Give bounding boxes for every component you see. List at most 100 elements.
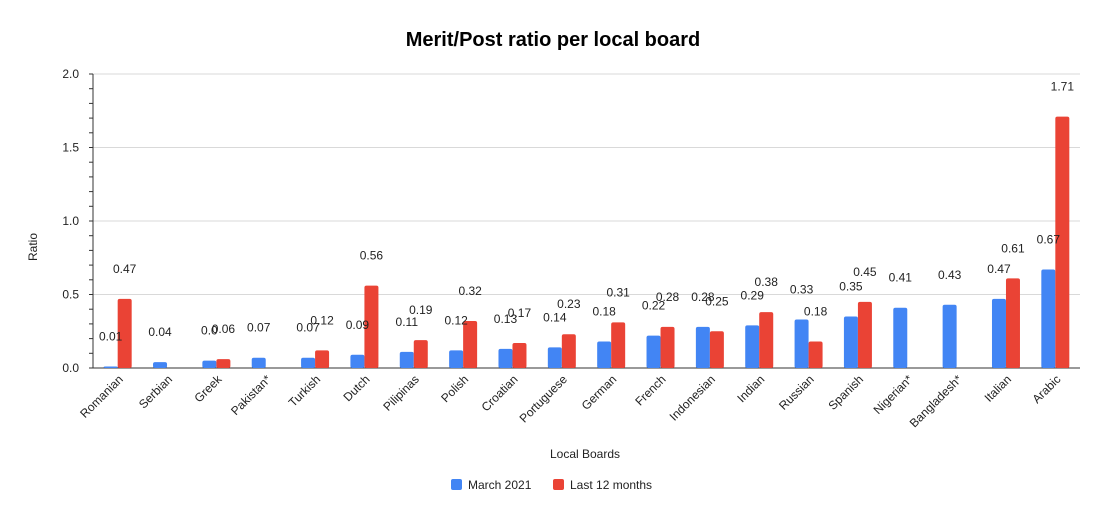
category-label: Pakistan*	[228, 372, 274, 418]
data-label: 0.12	[310, 313, 334, 327]
category-label: Croatian	[479, 372, 521, 414]
bar-last-12-months	[561, 334, 576, 368]
data-label: 0.19	[409, 303, 433, 317]
gridlines	[93, 73, 1080, 369]
bar-march-2021	[251, 357, 266, 368]
bar-march-2021	[745, 325, 760, 368]
category-label: Romanian	[77, 372, 126, 421]
bar-last-12-months	[216, 359, 231, 368]
legend-entry: Last 12 months	[570, 478, 652, 492]
data-label: 0.07	[247, 321, 271, 335]
bar-last-12-months	[117, 298, 132, 368]
data-labels: 0.010.470.04 0.00.06 0.07 0.070.12 0.090.560…	[99, 80, 1074, 344]
bar-last-12-months	[660, 326, 675, 368]
bar-march-2021	[350, 354, 365, 368]
bar-last-12-months	[1055, 116, 1070, 368]
data-label: 0.56	[360, 249, 384, 263]
data-label: 0.67	[1037, 233, 1061, 247]
bar-last-12-months	[709, 331, 724, 368]
data-label: 0.38	[755, 275, 779, 289]
bar-march-2021	[399, 351, 414, 368]
bars	[103, 116, 1070, 368]
category-label: Nigerian*	[871, 372, 916, 417]
data-label: 0.35	[839, 280, 863, 294]
bar-march-2021	[843, 316, 858, 368]
bar-march-2021	[103, 366, 118, 368]
bar-march-2021	[202, 360, 217, 368]
bar-last-12-months	[315, 350, 330, 368]
data-label: 0.25	[705, 294, 729, 308]
bar-march-2021	[498, 348, 513, 368]
data-label: 0.12	[444, 313, 468, 327]
bar-march-2021	[449, 350, 464, 368]
y-tick-label: 1.5	[62, 141, 79, 155]
category-label: Dutch	[340, 372, 372, 404]
legend-swatch	[451, 479, 462, 490]
category-label: Spanish	[825, 372, 866, 413]
bar-last-12-months	[512, 343, 527, 368]
x-axis-label: Local Boards	[550, 447, 620, 461]
category-label: Arabic	[1029, 372, 1063, 406]
bar-march-2021	[942, 304, 957, 368]
data-label: 0.47	[987, 262, 1011, 276]
data-label: 0.06	[212, 322, 236, 336]
bar-last-12-months	[463, 320, 478, 368]
bar-march-2021	[794, 319, 809, 368]
data-label: 0.22	[642, 299, 666, 313]
data-label: 0.23	[557, 297, 581, 311]
data-label: 0.09	[346, 318, 370, 332]
data-label: 1.71	[1051, 80, 1075, 94]
data-label: 0.04	[148, 325, 172, 339]
category-label: Polish	[438, 372, 471, 405]
bar-march-2021	[153, 362, 168, 368]
data-label: 0.29	[741, 288, 765, 302]
data-label: 0.43	[938, 268, 962, 282]
data-label: 0.13	[494, 312, 518, 326]
bar-march-2021	[695, 326, 710, 368]
bar-march-2021	[597, 341, 612, 368]
bar-last-12-months	[364, 285, 379, 368]
category-label: Pilipinas	[380, 372, 422, 414]
data-label: 0.17	[508, 306, 532, 320]
category-label: Greek	[191, 372, 225, 406]
data-label: 0.07	[296, 321, 320, 335]
bar-last-12-months	[857, 301, 872, 368]
category-label: Italian	[982, 372, 1015, 405]
data-label: 0.18	[592, 305, 616, 319]
bar-march-2021	[893, 307, 908, 368]
data-label: 0.45	[853, 265, 877, 279]
bar-last-12-months	[413, 340, 428, 368]
legend-swatch	[553, 479, 564, 490]
data-label: 0.14	[543, 310, 567, 324]
bar-march-2021	[547, 347, 562, 368]
data-label: 0.0	[201, 324, 218, 338]
data-label: 0.47	[113, 262, 137, 276]
bar-march-2021	[646, 335, 661, 368]
bar-last-12-months	[1005, 278, 1020, 368]
y-axis-ticks: 0.0 0.5 1.0 1.5 2.0	[62, 67, 94, 375]
legend: March 2021 Last 12 months	[451, 478, 652, 492]
category-labels: Romanian Serbian Greek Pakistan* Turkish Dutc…	[77, 372, 1063, 431]
bar-march-2021	[1041, 269, 1056, 368]
category-label: Indonesian	[667, 372, 718, 423]
data-label: 0.41	[889, 271, 913, 285]
bar-march-2021	[991, 298, 1006, 368]
category-label: Bangladesh*	[907, 372, 965, 430]
category-label: French	[632, 372, 668, 408]
y-tick-label: 1.0	[62, 214, 79, 228]
legend-entry: March 2021	[468, 478, 532, 492]
data-label: 0.33	[790, 282, 814, 296]
bar-march-2021	[301, 357, 316, 368]
data-label: 0.61	[1001, 241, 1025, 255]
data-label: 0.18	[804, 305, 828, 319]
data-label: 0.32	[458, 284, 482, 298]
bar-last-12-months	[808, 341, 823, 368]
category-label: German	[579, 372, 620, 413]
data-label: 0.31	[606, 285, 630, 299]
y-tick-label: 2.0	[62, 67, 79, 81]
data-label: 0.01	[99, 330, 123, 344]
category-label: Indian	[734, 372, 767, 405]
data-label: 0.28	[656, 290, 680, 304]
y-axis-label: Ratio	[26, 233, 40, 261]
